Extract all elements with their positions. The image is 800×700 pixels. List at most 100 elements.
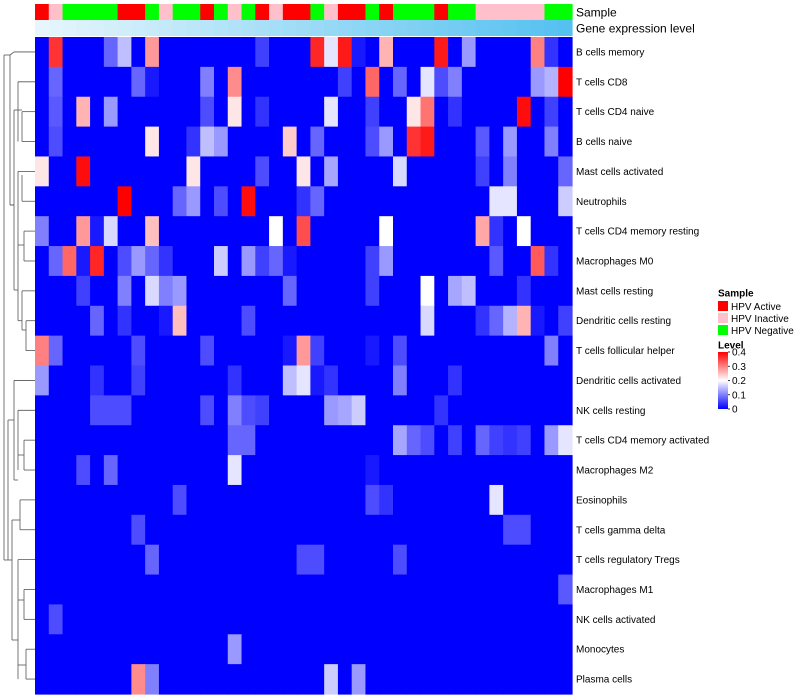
heatmap-cell bbox=[296, 37, 311, 68]
heatmap-cell bbox=[434, 574, 449, 606]
heatmap-cell bbox=[62, 275, 77, 307]
heatmap-cell bbox=[62, 634, 77, 665]
heatmap-cell bbox=[158, 96, 174, 128]
heatmap-cell bbox=[337, 544, 353, 576]
heatmap-cell bbox=[365, 455, 380, 486]
heatmap-cell bbox=[48, 37, 64, 68]
heatmap-cell bbox=[475, 246, 490, 277]
heatmap-cell bbox=[186, 37, 201, 68]
heatmap-cell bbox=[530, 574, 546, 606]
sample-annotation-cell bbox=[269, 4, 284, 20]
heatmap-cell bbox=[351, 664, 367, 695]
sample-annotation-cell bbox=[282, 4, 298, 20]
heatmap-cell bbox=[324, 544, 339, 576]
heatmap-cell bbox=[393, 96, 408, 128]
heatmap-cell bbox=[324, 37, 339, 68]
heatmap-cell bbox=[310, 395, 325, 426]
heatmap-cell bbox=[351, 395, 367, 426]
heatmap-cell bbox=[269, 634, 284, 665]
legend-swatch-hpv-negative bbox=[718, 325, 728, 335]
heatmap-cell bbox=[255, 634, 270, 665]
heatmap-cell bbox=[186, 275, 201, 307]
row-labels: B cells memory T cells CD8 T cells CD4 nai… bbox=[576, 47, 709, 685]
heatmap-cell bbox=[103, 604, 119, 635]
heatmap-cell bbox=[365, 216, 380, 247]
heatmap-cell bbox=[434, 395, 449, 426]
heatmap-cell bbox=[200, 484, 215, 516]
heatmap-cell bbox=[255, 455, 270, 486]
heatmap-cell bbox=[503, 96, 518, 128]
heatmap-cell bbox=[282, 365, 298, 396]
heatmap-cell bbox=[461, 634, 477, 665]
heatmap-cell bbox=[516, 574, 532, 606]
sample-annotation-cell bbox=[324, 4, 339, 20]
heatmap-cell bbox=[90, 544, 105, 576]
heatmap-cell bbox=[35, 66, 50, 98]
heatmap-cell bbox=[461, 484, 477, 516]
heatmap-cell bbox=[76, 574, 91, 606]
heatmap-cell bbox=[62, 544, 77, 576]
heatmap-cell bbox=[461, 275, 477, 307]
heatmap-cell bbox=[90, 186, 105, 217]
heatmap-cell bbox=[558, 96, 573, 128]
heatmap-cell bbox=[365, 484, 380, 516]
heatmap-cell bbox=[516, 275, 532, 307]
heatmap-cell bbox=[461, 246, 477, 277]
heatmap-cell bbox=[544, 305, 559, 337]
heatmap-cell bbox=[158, 216, 174, 247]
heatmap-cell bbox=[269, 66, 284, 98]
heatmap-cell bbox=[310, 156, 325, 187]
heatmap-cell bbox=[158, 604, 174, 635]
heatmap-cell bbox=[434, 544, 449, 576]
heatmap-cell bbox=[434, 66, 449, 98]
heatmap-cell bbox=[282, 216, 298, 247]
heatmap-cell bbox=[172, 37, 188, 68]
heatmap-cell bbox=[172, 425, 188, 456]
heatmap-cell bbox=[269, 156, 284, 187]
heatmap-cell bbox=[76, 484, 91, 516]
heatmap-cell bbox=[324, 634, 339, 665]
heatmap-cell bbox=[103, 634, 119, 665]
heatmap-cell bbox=[406, 66, 422, 98]
heatmap-cell bbox=[475, 455, 490, 486]
heatmap-cell bbox=[172, 186, 188, 217]
heatmap-cell bbox=[503, 484, 518, 516]
heatmap-cell bbox=[406, 216, 422, 247]
heatmap-cell bbox=[282, 156, 298, 187]
heatmap-cell bbox=[282, 275, 298, 307]
heatmap-cell bbox=[241, 634, 256, 665]
heatmap-cell bbox=[448, 484, 463, 516]
heatmap-cell bbox=[48, 664, 64, 695]
heatmap-cell bbox=[227, 395, 243, 426]
heatmap-cell bbox=[489, 335, 504, 367]
heatmap-cell bbox=[434, 484, 449, 516]
heatmap-cell bbox=[461, 37, 477, 68]
heatmap-cell bbox=[200, 126, 215, 158]
heatmap-cell bbox=[35, 455, 50, 486]
heatmap-cell bbox=[461, 365, 477, 396]
heatmap-cell bbox=[90, 634, 105, 665]
heatmap-cell bbox=[503, 305, 518, 337]
heatmap-cell bbox=[365, 126, 380, 158]
heatmap-cell bbox=[117, 484, 132, 516]
heatmap-cell bbox=[214, 664, 229, 695]
heatmap-cell bbox=[214, 96, 229, 128]
heatmap-cell bbox=[145, 96, 160, 128]
heatmap-cell bbox=[448, 275, 463, 307]
heatmap-cell bbox=[337, 275, 353, 307]
sample-annotation-cell bbox=[158, 4, 174, 20]
heatmap-cell bbox=[76, 96, 91, 128]
heatmap-cell bbox=[62, 514, 77, 546]
row-label-macrophages-m2: Macrophages M2 bbox=[576, 466, 654, 477]
expression-annotation-cell bbox=[117, 20, 132, 36]
row-label-t-cells-regulatory-tregs: T cells regulatory Tregs bbox=[576, 555, 680, 566]
heatmap-cell bbox=[35, 365, 50, 396]
heatmap-cell bbox=[269, 514, 284, 546]
heatmap-cell bbox=[117, 275, 132, 307]
heatmap-cell bbox=[145, 186, 160, 217]
heatmap-cell bbox=[200, 574, 215, 606]
heatmap-cell bbox=[35, 544, 50, 576]
heatmap-cell bbox=[62, 664, 77, 695]
heatmap-cell bbox=[530, 484, 546, 516]
heatmap-cell bbox=[48, 126, 64, 158]
